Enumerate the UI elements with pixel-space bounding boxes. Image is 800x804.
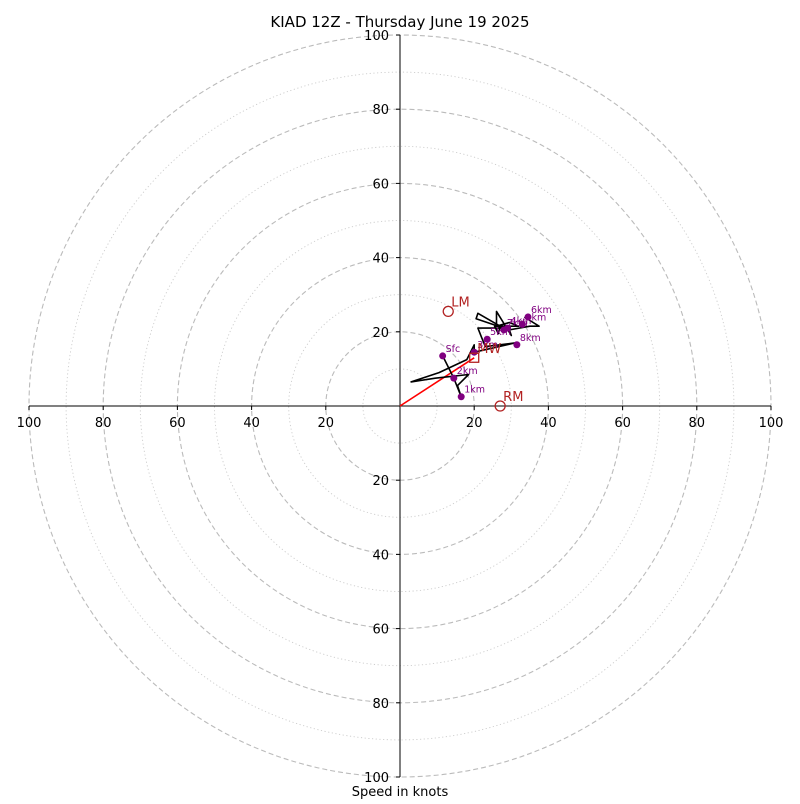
y-tick-label: 60	[372, 177, 389, 192]
storm-motion-marker	[469, 352, 480, 363]
level-point	[439, 352, 447, 360]
level-point	[524, 313, 532, 321]
hodograph-trace	[399, 310, 540, 407]
level-point	[450, 374, 458, 382]
x-tick-label: 20	[318, 416, 335, 431]
y-tick-label: 20	[372, 474, 389, 489]
height-levels: Sfc1km2km3km4km5km6km7km8km9km	[439, 305, 552, 401]
storm-motion-label: MW	[477, 342, 501, 357]
level-label: Sfc	[446, 344, 461, 355]
level-point	[483, 335, 491, 343]
x-tick-label: 100	[17, 416, 42, 431]
chart-title: KIAD 12Z - Thursday June 19 2025	[270, 13, 529, 31]
x-tick-label: 60	[614, 416, 631, 431]
y-tick-label: 40	[372, 548, 389, 563]
x-tick-label: 20	[466, 416, 483, 431]
x-tick-label: 60	[169, 416, 186, 431]
x-tick-label: 80	[95, 416, 112, 431]
hodograph-trace-line	[410, 310, 540, 398]
level-label: 1km	[464, 385, 485, 396]
level-label: 2km	[457, 366, 478, 377]
x-axis-label: Speed in knots	[352, 785, 449, 800]
x-tick-label: 40	[540, 416, 557, 431]
level-label: 8km	[520, 333, 541, 344]
y-tick-label: 100	[364, 771, 389, 786]
storm-motion-marker	[442, 305, 454, 318]
level-label: 5km	[490, 327, 511, 338]
level-point	[513, 341, 521, 349]
x-tick-label: 80	[689, 416, 706, 431]
y-tick-label: 80	[372, 103, 389, 118]
y-tick-label: 40	[372, 252, 389, 267]
x-tick-label: 100	[759, 416, 784, 431]
storm-motion-marker	[494, 400, 506, 412]
storm-motion-label: LM	[451, 295, 469, 310]
level-label: 9km	[525, 312, 546, 323]
y-tick-label: 100	[364, 29, 389, 44]
level-point	[457, 393, 465, 401]
storm-motion-label: RM	[503, 390, 523, 405]
level-point	[500, 326, 508, 334]
level-point	[470, 348, 478, 356]
y-tick-label: 60	[372, 623, 389, 638]
tick-labels: 100 80 60 40 20 20 40 60 80 100 100 80 60 40 20 20 40 60 8…	[17, 29, 784, 786]
level-point	[518, 320, 526, 328]
level-label: 3km	[477, 340, 498, 351]
shear-vector-line	[399, 357, 475, 407]
y-tick-label: 80	[372, 697, 389, 712]
x-tick-label: 40	[243, 416, 260, 431]
storm-motion-markers: LM RM MW	[442, 295, 523, 412]
level-label: 7km	[507, 318, 528, 329]
y-tick-label: 20	[372, 326, 389, 341]
level-label: 6km	[531, 305, 552, 316]
